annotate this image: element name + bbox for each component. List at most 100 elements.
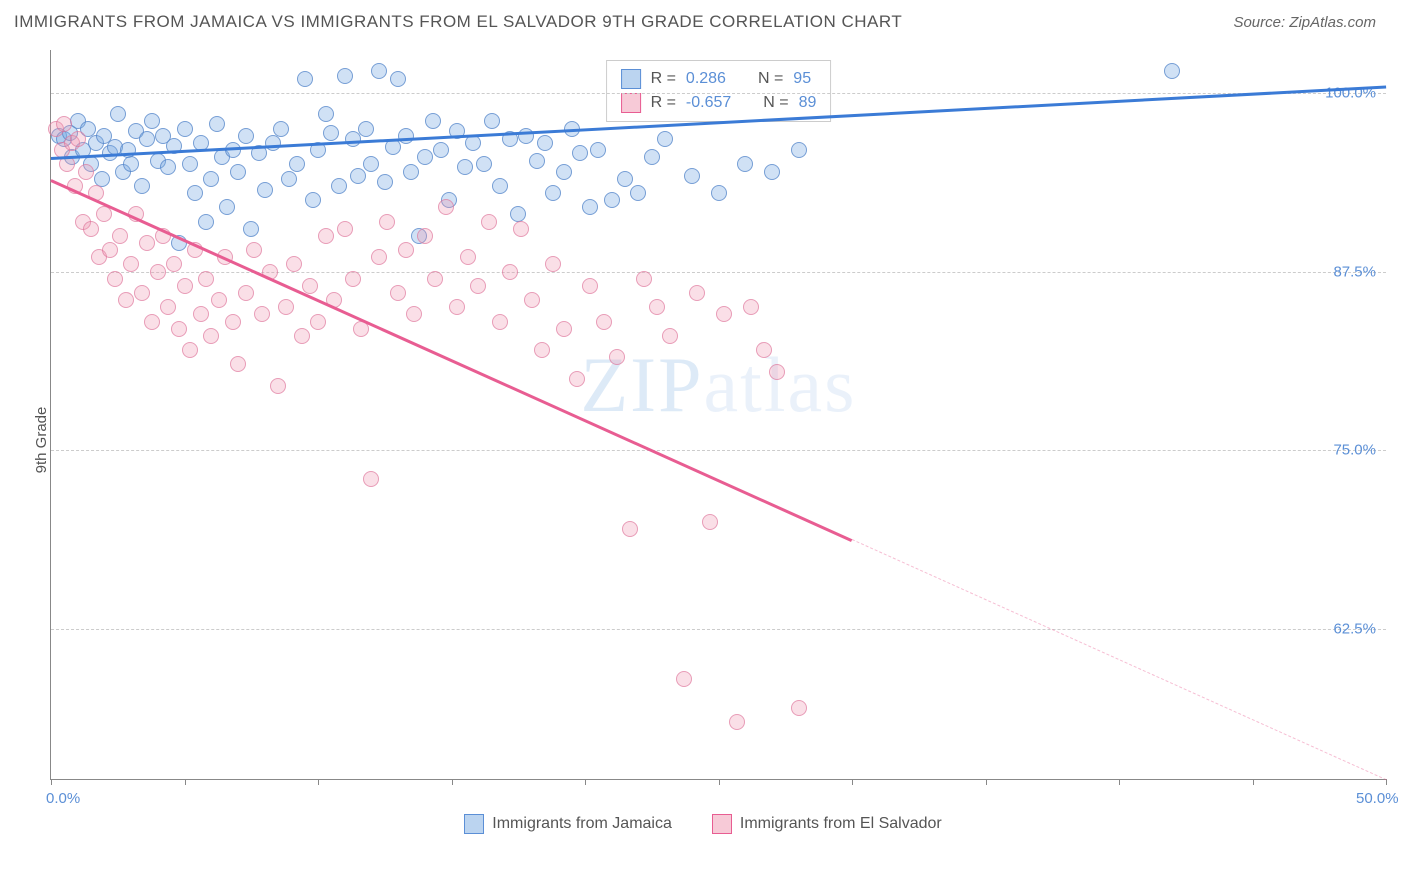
scatter-point [134, 178, 150, 194]
scatter-point [209, 116, 225, 132]
scatter-point [438, 199, 454, 215]
scatter-point [166, 256, 182, 272]
r-value-elsalvador: -0.657 [686, 94, 731, 112]
scatter-point [144, 113, 160, 129]
scatter-point [297, 71, 313, 87]
scatter-point [337, 221, 353, 237]
scatter-point [662, 328, 678, 344]
r-label: R = [651, 70, 676, 88]
scatter-point [331, 178, 347, 194]
scatter-point [230, 356, 246, 372]
scatter-point [182, 342, 198, 358]
scatter-point [56, 116, 72, 132]
scatter-point [345, 131, 361, 147]
scatter-point [737, 156, 753, 172]
stats-legend: R = 0.286 N = 95 R = -0.657 N = 89 [606, 60, 832, 122]
n-value-elsalvador: 89 [799, 94, 817, 112]
scatter-point [281, 171, 297, 187]
scatter-point [177, 278, 193, 294]
scatter-point [289, 156, 305, 172]
scatter-point [425, 113, 441, 129]
scatter-point [556, 321, 572, 337]
scatter-point [187, 185, 203, 201]
scatter-point [193, 306, 209, 322]
scatter-point [171, 321, 187, 337]
scatter-point [433, 142, 449, 158]
scatter-point [390, 285, 406, 301]
x-tick [318, 779, 319, 785]
scatter-point [358, 121, 374, 137]
scatter-point [177, 121, 193, 137]
scatter-point [476, 156, 492, 172]
scatter-point [545, 256, 561, 272]
scatter-point [556, 164, 572, 180]
plot-area: ZIPatlas R = 0.286 N = 95 R = -0.657 N =… [50, 50, 1386, 780]
chart-container: 9th Grade ZIPatlas R = 0.286 N = 95 R = … [0, 40, 1406, 840]
scatter-point [182, 156, 198, 172]
scatter-point [465, 135, 481, 151]
scatter-point [460, 249, 476, 265]
chart-source: Source: ZipAtlas.com [1233, 14, 1376, 31]
x-tick-label: 50.0% [1356, 790, 1399, 807]
scatter-point [257, 182, 273, 198]
scatter-point [630, 185, 646, 201]
swatch-pink-icon [621, 93, 641, 113]
scatter-point [534, 342, 550, 358]
scatter-point [78, 164, 94, 180]
scatter-point [350, 168, 366, 184]
scatter-point [676, 671, 692, 687]
scatter-point [403, 164, 419, 180]
scatter-point [139, 235, 155, 251]
scatter-point [150, 264, 166, 280]
scatter-point [684, 168, 700, 184]
bottom-legend: Immigrants from Jamaica Immigrants from … [0, 814, 1406, 834]
scatter-point [427, 271, 443, 287]
scatter-point [502, 264, 518, 280]
x-tick [452, 779, 453, 785]
scatter-point [756, 342, 772, 358]
scatter-point [371, 63, 387, 79]
swatch-blue-icon [464, 814, 484, 834]
scatter-point [203, 171, 219, 187]
scatter-point [160, 299, 176, 315]
scatter-point [112, 228, 128, 244]
scatter-point [243, 221, 259, 237]
scatter-point [716, 306, 732, 322]
scatter-point [318, 228, 334, 244]
scatter-point [769, 364, 785, 380]
scatter-point [345, 271, 361, 287]
scatter-point [518, 128, 534, 144]
x-tick [585, 779, 586, 785]
scatter-point [569, 371, 585, 387]
y-tick-label: 62.5% [1333, 620, 1376, 637]
scatter-point [484, 113, 500, 129]
scatter-point [211, 292, 227, 308]
scatter-point [337, 68, 353, 84]
scatter-point [649, 299, 665, 315]
scatter-point [492, 178, 508, 194]
scatter-point [107, 271, 123, 287]
swatch-pink-icon [712, 814, 732, 834]
scatter-point [118, 292, 134, 308]
scatter-point [1164, 63, 1180, 79]
scatter-point [604, 192, 620, 208]
scatter-point [644, 149, 660, 165]
scatter-point [417, 149, 433, 165]
scatter-point [791, 142, 807, 158]
x-tick [852, 779, 853, 785]
scatter-point [702, 514, 718, 530]
x-tick [51, 779, 52, 785]
scatter-point [139, 131, 155, 147]
scatter-point [457, 159, 473, 175]
trend-line-elsalvador [50, 179, 852, 541]
scatter-point [492, 314, 508, 330]
scatter-point [764, 164, 780, 180]
stats-row-elsalvador: R = -0.657 N = 89 [621, 91, 817, 115]
scatter-point [406, 306, 422, 322]
scatter-point [513, 221, 529, 237]
n-value-jamaica: 95 [793, 70, 811, 88]
scatter-point [417, 228, 433, 244]
n-label: N = [758, 70, 783, 88]
scatter-point [689, 285, 705, 301]
scatter-point [286, 256, 302, 272]
